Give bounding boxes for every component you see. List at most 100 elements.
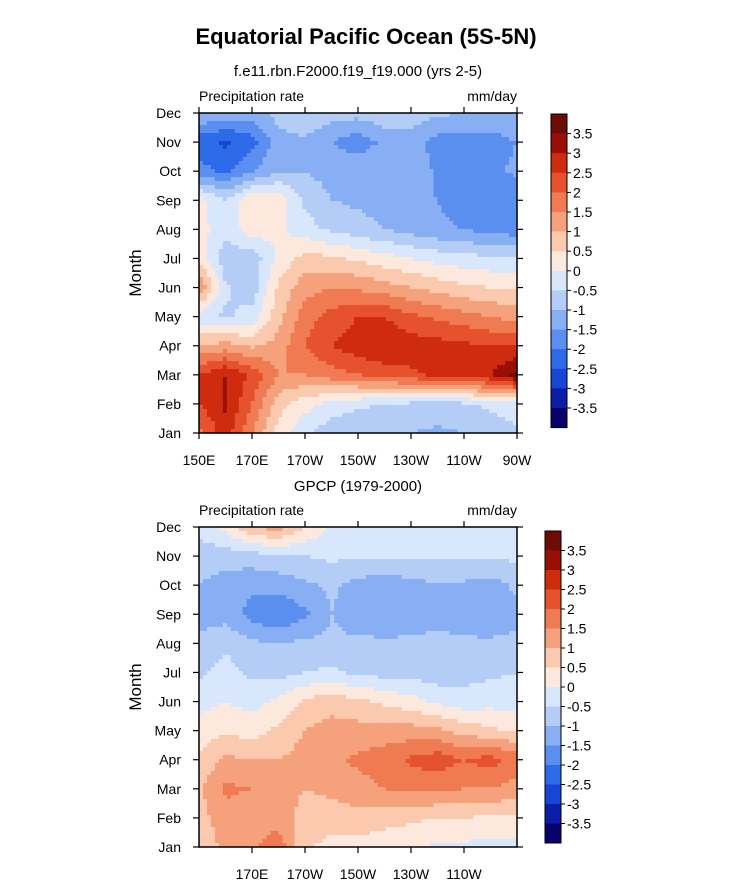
heatmap-cell	[246, 189, 252, 194]
heatmap-cell	[254, 245, 260, 250]
heatmap-cell	[409, 181, 415, 186]
heatmap-cell	[342, 169, 347, 174]
heatmap-cell	[437, 349, 443, 354]
heatmap-cell	[493, 349, 498, 354]
heatmap-cell	[266, 117, 272, 122]
heatmap-cell	[441, 145, 447, 150]
heatmap-cell	[210, 313, 216, 318]
heatmap-cell	[365, 185, 371, 190]
heatmap-cell	[469, 181, 474, 186]
heatmap-cell	[385, 177, 391, 182]
heatmap-cell	[230, 133, 236, 138]
heatmap-cell	[509, 249, 514, 254]
heatmap-cell	[441, 237, 447, 242]
heatmap-cell	[465, 349, 470, 354]
heatmap-cell	[346, 305, 351, 310]
heatmap-cell	[302, 253, 307, 258]
heatmap-cell	[218, 345, 224, 350]
heatmap-cell	[365, 329, 371, 334]
heatmap-cell	[509, 113, 514, 118]
heatmap-cell	[230, 237, 236, 242]
heatmap-cell	[358, 321, 363, 326]
heatmap-cell	[282, 129, 288, 134]
heatmap-cell	[230, 265, 236, 270]
heatmap-cell	[294, 193, 299, 198]
heatmap-cell	[338, 173, 343, 178]
heatmap-cell	[314, 313, 319, 318]
heatmap-cell	[199, 125, 204, 130]
heatmap-cell	[342, 209, 347, 214]
heatmap-cell	[493, 337, 498, 342]
heatmap-cell	[393, 129, 399, 134]
heatmap-cell	[214, 173, 220, 178]
heatmap-cell	[417, 145, 423, 150]
heatmap-cell	[405, 213, 411, 218]
heatmap-cell	[282, 265, 288, 270]
heatmap-cell	[199, 293, 204, 298]
heatmap-cell	[489, 313, 494, 318]
heatmap-cell	[242, 313, 248, 318]
heatmap-cell	[290, 145, 296, 150]
heatmap-cell	[218, 245, 224, 250]
heatmap-cell	[493, 137, 498, 142]
heatmap-cell	[294, 181, 299, 186]
heatmap-cell	[377, 249, 383, 254]
heatmap-cell	[234, 357, 240, 362]
heatmap-cell	[294, 349, 299, 354]
heatmap-cell	[274, 209, 280, 214]
heatmap-cell	[326, 333, 331, 338]
heatmap-cell	[377, 137, 383, 142]
heatmap-cell	[346, 201, 351, 206]
heatmap-cell	[202, 293, 208, 298]
heatmap-cell	[234, 349, 240, 354]
heatmap-cell	[218, 221, 224, 226]
heatmap-cell	[302, 349, 307, 354]
heatmap-cell	[342, 117, 347, 122]
heatmap-cell	[445, 137, 451, 142]
heatmap-cell	[437, 145, 443, 150]
heatmap-cell	[429, 165, 435, 170]
heatmap-cell	[350, 313, 355, 318]
heatmap-cell	[322, 317, 327, 322]
heatmap-cell	[254, 293, 260, 298]
heatmap-cell	[262, 113, 268, 118]
heatmap-cell	[354, 137, 359, 142]
heatmap-cell	[270, 269, 276, 274]
heatmap-cell	[274, 173, 280, 178]
heatmap-cell	[433, 281, 439, 286]
heatmap-cell	[222, 213, 228, 218]
heatmap-cell	[282, 269, 288, 274]
heatmap-cell	[477, 137, 482, 142]
heatmap-cell	[274, 297, 280, 302]
heatmap-cell	[457, 289, 462, 294]
heatmap-cell	[278, 149, 284, 154]
heatmap-cell	[310, 353, 315, 358]
heatmap-cell	[242, 197, 248, 202]
heatmap-cell	[385, 225, 391, 230]
heatmap-cell	[437, 253, 443, 258]
heatmap-cell	[262, 173, 268, 178]
heatmap-cell	[405, 313, 411, 318]
heatmap-cell	[302, 333, 307, 338]
heatmap-cell	[306, 169, 311, 174]
heatmap-cell	[318, 313, 323, 318]
heatmap-cell	[210, 133, 216, 138]
heatmap-cell	[445, 177, 451, 182]
heatmap-cell	[258, 193, 264, 198]
heatmap-cell	[210, 249, 216, 254]
heatmap-cell	[409, 237, 415, 242]
heatmap-cell	[202, 209, 208, 214]
heatmap-cell	[469, 273, 474, 278]
heatmap-cell	[401, 337, 407, 342]
heatmap-cell	[393, 253, 399, 258]
heatmap-cell	[302, 157, 307, 162]
heatmap-cell	[234, 289, 240, 294]
heatmap-cell	[417, 117, 423, 122]
heatmap-cell	[397, 185, 403, 190]
heatmap-cell	[413, 257, 419, 262]
heatmap-cell	[266, 213, 272, 218]
heatmap-cell	[358, 133, 363, 138]
heatmap-cell	[282, 301, 288, 306]
heatmap-cell	[230, 161, 236, 166]
heatmap-cell	[365, 221, 371, 226]
